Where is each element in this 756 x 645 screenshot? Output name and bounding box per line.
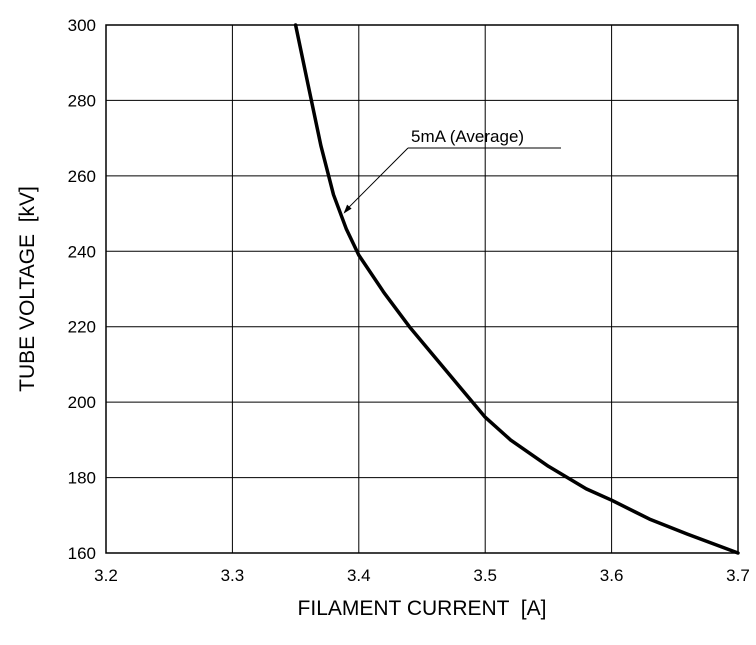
x-tick-label: 3.5 bbox=[473, 566, 497, 585]
plot-frame bbox=[105, 24, 739, 554]
grid bbox=[105, 24, 739, 554]
y-axis-title: TUBE VOLTAGE [kV] bbox=[16, 186, 39, 392]
y-tick-label: 180 bbox=[68, 469, 96, 488]
series-line bbox=[293, 23, 740, 555]
y-tick-label: 240 bbox=[68, 242, 96, 261]
y-tick-label: 220 bbox=[68, 318, 96, 337]
annotation-arrowhead bbox=[343, 204, 352, 214]
x-tick-label: 3.4 bbox=[347, 566, 371, 585]
x-tick-label: 3.6 bbox=[600, 566, 624, 585]
x-axis-title: FILAMENT CURRENT [A] bbox=[298, 597, 547, 620]
curve-layer bbox=[293, 23, 740, 555]
y-tick-label: 260 bbox=[68, 167, 96, 186]
x-tick-label: 3.2 bbox=[94, 566, 118, 585]
x-tick-label: 3.3 bbox=[221, 566, 245, 585]
annotation-label: 5mA (Average) bbox=[411, 127, 524, 146]
annotation-layer: 5mA (Average) bbox=[343, 127, 561, 214]
annotation-leader bbox=[344, 147, 409, 212]
x-tick-labels: 3.2 3.3 3.4 3.5 3.6 3.7 bbox=[94, 566, 750, 585]
y-tick-labels: 160 180 200 220 240 260 280 300 bbox=[68, 16, 96, 563]
x-tick-label: 3.7 bbox=[726, 566, 750, 585]
y-tick-label: 300 bbox=[68, 16, 96, 35]
y-tick-label: 280 bbox=[68, 91, 96, 110]
y-tick-label: 200 bbox=[68, 393, 96, 412]
y-tick-label: 160 bbox=[68, 544, 96, 563]
